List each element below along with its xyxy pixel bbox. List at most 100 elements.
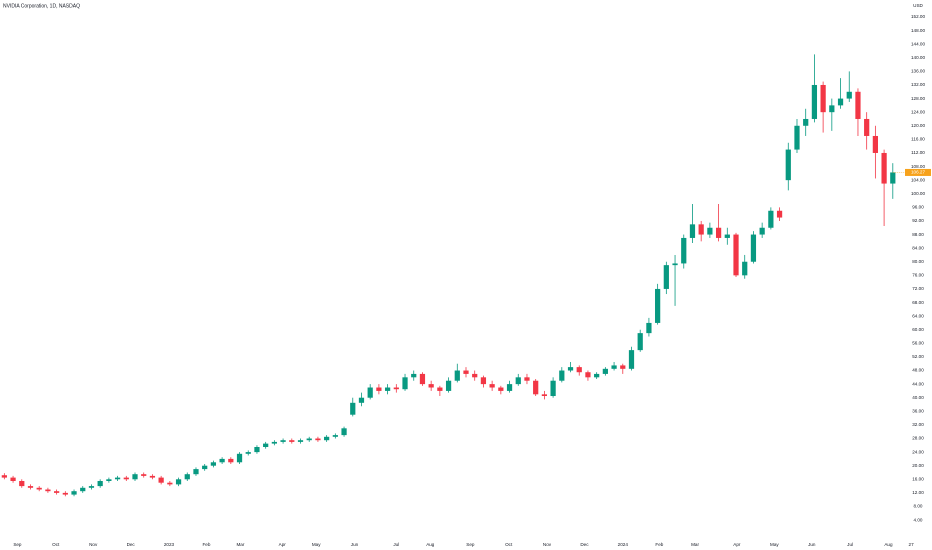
y-tick-label: 12.00 xyxy=(912,490,924,495)
candle-body xyxy=(820,84,826,113)
candle-body xyxy=(445,380,452,391)
candle-body xyxy=(480,377,487,385)
y-tick-label: 80.00 xyxy=(912,259,924,264)
candle-body xyxy=(219,458,225,463)
x-tick-label: Apr xyxy=(279,542,287,547)
candle-body xyxy=(315,438,321,441)
candle-body xyxy=(681,237,687,264)
candle-body xyxy=(132,474,138,480)
candle-body xyxy=(254,447,260,453)
candle-body xyxy=(864,118,870,136)
candle-body xyxy=(750,234,757,262)
candle-body xyxy=(228,458,234,463)
candle-body xyxy=(489,384,495,388)
y-tick-label: 16.00 xyxy=(912,477,924,482)
y-tick-label: 4.00 xyxy=(914,517,923,522)
candle-body xyxy=(515,377,521,385)
y-tick-label: 72.00 xyxy=(912,286,924,291)
x-tick-label: Dec xyxy=(580,542,589,547)
candle-body xyxy=(585,372,591,378)
candle-body xyxy=(637,333,643,351)
x-tick-label: Dec xyxy=(127,542,136,547)
candle-body xyxy=(97,480,103,487)
candle-body xyxy=(881,152,887,184)
candle-body xyxy=(80,487,86,492)
candle-body xyxy=(289,440,295,442)
y-tick-label: 56.00 xyxy=(912,341,924,346)
candle-body xyxy=(71,491,77,495)
y-tick-label: 32.00 xyxy=(912,422,924,427)
candle-body xyxy=(837,98,844,106)
candle-body xyxy=(724,234,730,238)
candle-body xyxy=(149,475,156,478)
candle-body xyxy=(628,350,635,369)
candle-body xyxy=(210,462,217,466)
y-tick-label: 88.00 xyxy=(912,232,924,237)
candle-body xyxy=(620,365,626,369)
x-tick-label: Mar xyxy=(236,542,244,547)
x-tick-label: Nov xyxy=(543,542,552,547)
candle-body xyxy=(245,452,251,454)
candle-body xyxy=(367,387,373,398)
candle-body xyxy=(184,474,190,480)
y-tick-label: 8.00 xyxy=(914,504,923,509)
candle-body xyxy=(393,387,399,390)
candle-body xyxy=(158,477,164,483)
y-tick-label: 152.00 xyxy=(911,14,925,19)
candle-body xyxy=(106,479,112,481)
x-tick-label: Sep xyxy=(466,542,475,547)
x-tick-label: Aug xyxy=(884,542,893,547)
candle-body xyxy=(672,263,678,266)
candle-body xyxy=(376,387,382,391)
candle-body xyxy=(419,373,426,385)
y-tick-label: 28.00 xyxy=(912,436,924,441)
y-tick-label: 36.00 xyxy=(912,409,924,414)
y-tick-label: 60.00 xyxy=(912,327,924,332)
x-tick-label: Feb xyxy=(202,542,210,547)
candle-body xyxy=(437,387,443,391)
candle-body xyxy=(411,373,417,378)
candle-body xyxy=(872,135,878,153)
candle-body xyxy=(306,438,312,441)
y-tick-label: 24.00 xyxy=(912,449,924,454)
candle-body xyxy=(785,149,791,181)
candle-body xyxy=(141,474,147,476)
candle-body xyxy=(742,261,748,276)
candle-body xyxy=(594,373,600,378)
candle-body xyxy=(175,479,182,485)
y-tick-label: 120.00 xyxy=(911,123,925,128)
candle-body xyxy=(45,489,51,492)
x-tick-label: Oct xyxy=(505,542,513,547)
y-tick-label: 128.00 xyxy=(911,96,925,101)
candle-body xyxy=(602,368,608,374)
candle-body xyxy=(463,370,469,374)
candle-body xyxy=(855,91,861,119)
candle-body xyxy=(332,435,338,437)
y-tick-label: 44.00 xyxy=(912,381,924,386)
candle-body xyxy=(829,105,835,113)
candle-body xyxy=(655,288,661,323)
candle-body xyxy=(794,125,800,150)
x-tick-label: Jul xyxy=(393,542,399,547)
y-tick-label: 64.00 xyxy=(912,313,924,318)
candle-body xyxy=(533,380,539,395)
y-tick-label: 132.00 xyxy=(911,82,925,87)
candle-body xyxy=(123,477,129,480)
candle-body xyxy=(811,84,818,119)
candle-body xyxy=(733,234,739,276)
candle-body xyxy=(715,227,722,238)
candle-body xyxy=(559,370,565,381)
candle-body xyxy=(541,394,548,397)
x-tick-label: 27 xyxy=(909,542,915,547)
y-tick-label: 148.00 xyxy=(911,28,925,33)
candle-body xyxy=(1,475,7,478)
candle-body xyxy=(263,443,269,448)
candle-body xyxy=(280,440,286,442)
candle-body xyxy=(663,265,669,289)
chart-title: NVIDIA Corporation, 1D, NASDAQ xyxy=(3,3,80,9)
y-tick-label: 52.00 xyxy=(912,354,924,359)
x-tick-label: May xyxy=(312,542,321,547)
candle-body xyxy=(402,377,408,390)
x-tick-label: Nov xyxy=(89,542,98,547)
candle-body xyxy=(498,387,504,391)
